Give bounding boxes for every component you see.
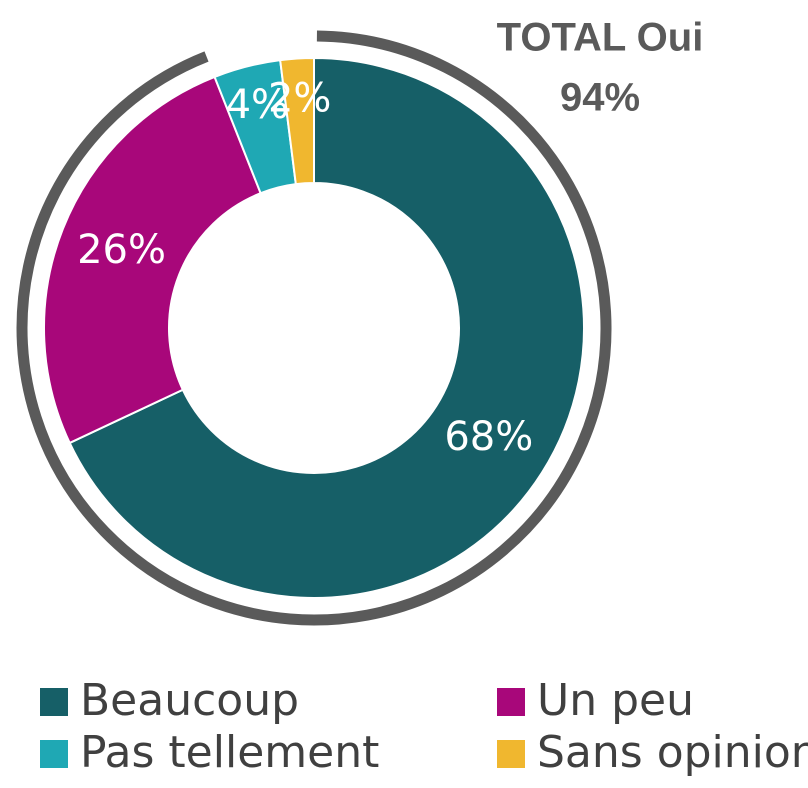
data-label: 68% (444, 414, 533, 460)
annotation-value: 94% (560, 76, 640, 120)
data-label: 4% (226, 82, 289, 128)
legend-swatch (40, 740, 68, 768)
donut-slice (279, 56, 315, 186)
data-label: 26% (77, 227, 166, 273)
legend-label: Pas tellement (80, 727, 379, 778)
legend-label: Sans opinion (537, 727, 808, 778)
legend-swatch (497, 688, 525, 716)
legend-label: Beaucoup (80, 675, 299, 726)
data-label: 2% (268, 75, 331, 121)
total-arc (16, 30, 612, 626)
donut-slice (68, 56, 585, 599)
legend-swatch (497, 740, 525, 768)
donut-slice (43, 75, 262, 445)
legend-label: Un peu (537, 675, 694, 726)
annotation-title: TOTAL Oui (497, 16, 704, 60)
legend-swatch (40, 688, 68, 716)
